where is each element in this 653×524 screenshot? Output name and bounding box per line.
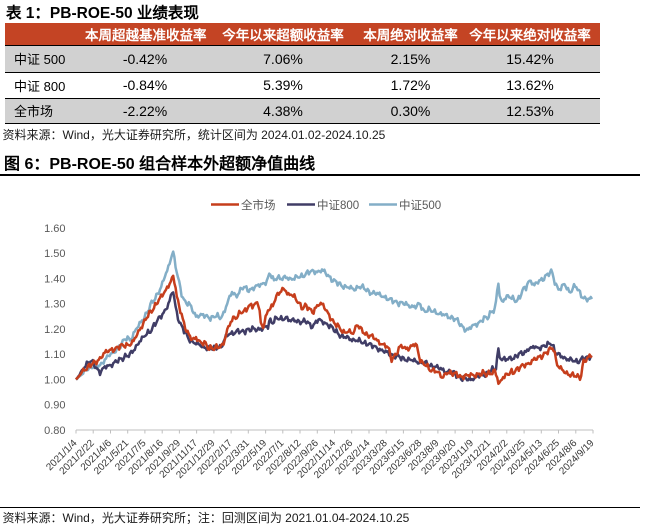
svg-text:1.30: 1.30: [44, 299, 65, 311]
svg-text:中证800: 中证800: [317, 199, 359, 212]
svg-text:1.20: 1.20: [44, 324, 65, 336]
svg-text:0.90: 0.90: [44, 400, 65, 412]
svg-text:1.00: 1.00: [44, 374, 65, 386]
svg-text:1.40: 1.40: [44, 273, 65, 285]
svg-text:1.10: 1.10: [44, 349, 65, 361]
svg-text:中证500: 中证500: [399, 199, 441, 212]
svg-text:1.50: 1.50: [44, 248, 65, 260]
svg-text:0.80: 0.80: [44, 425, 65, 437]
svg-text:1.60: 1.60: [44, 223, 65, 235]
svg-text:全市场: 全市场: [241, 198, 276, 212]
